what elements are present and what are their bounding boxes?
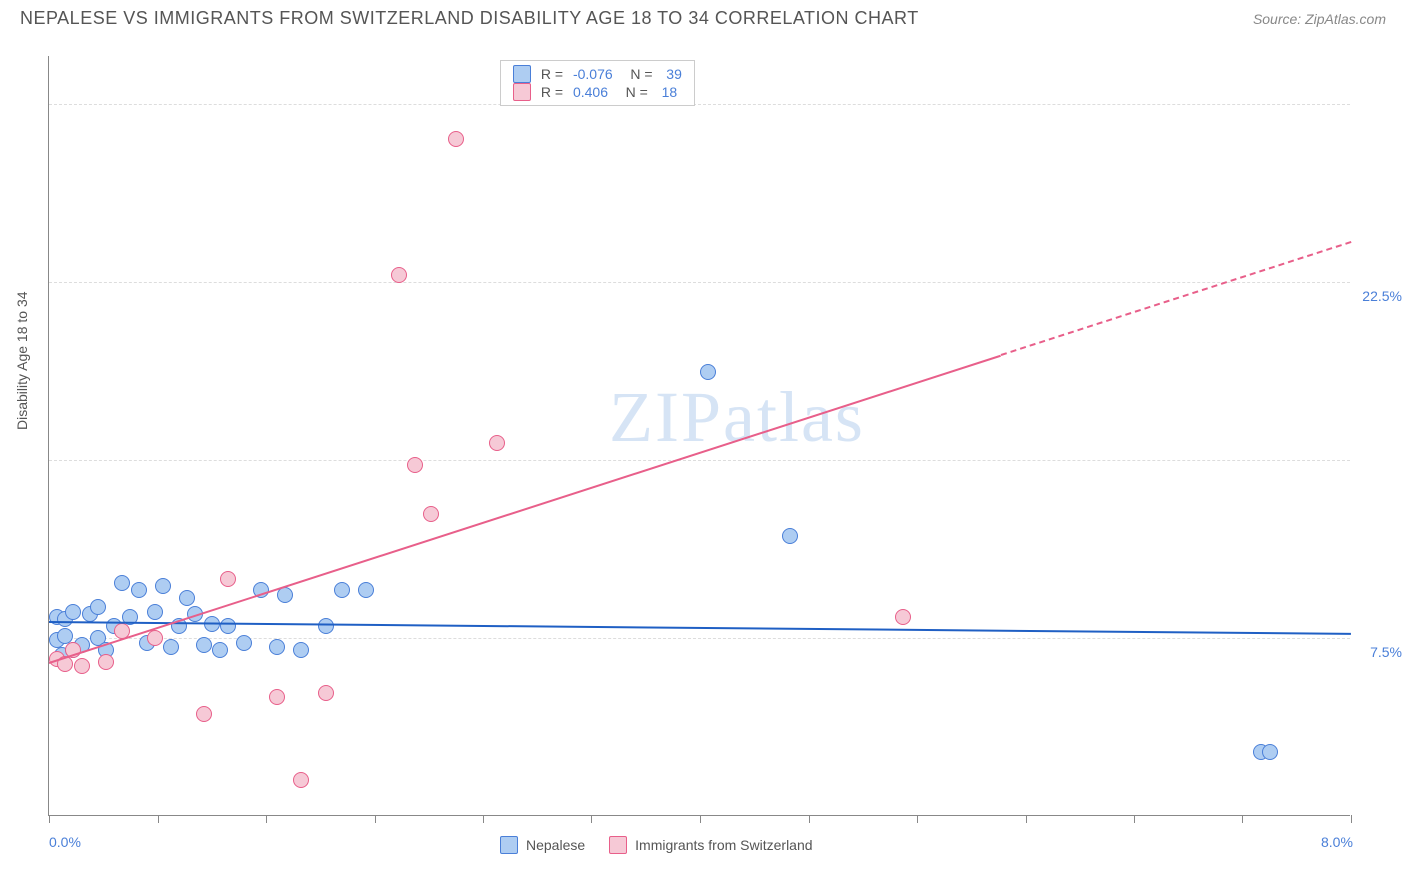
legend-r-label: R = [537,84,567,100]
x-tick [375,815,376,823]
data-point [196,706,212,722]
x-tick [700,815,701,823]
gridline-h [49,460,1350,461]
legend-n-value: 18 [658,84,677,100]
correlation-legend: R = -0.076 N = 39 R = 0.406 N = 18 [500,60,695,106]
gridline-h [49,104,1350,105]
data-point [782,528,798,544]
data-point [147,604,163,620]
data-point [293,642,309,658]
trend-line-dashed [1001,241,1352,356]
data-point [74,658,90,674]
legend-row: R = -0.076 N = 39 [513,65,682,83]
bottom-legend-item: Immigrants from Switzerland [609,836,812,854]
legend-r-value: 0.406 [573,84,608,100]
x-tick [266,815,267,823]
chart-plot-area: ZIPatlas 7.5%22.5%0.0%8.0% [48,56,1350,816]
legend-n-value: 39 [662,66,681,82]
data-point [391,267,407,283]
data-point [700,364,716,380]
x-tick [1351,815,1352,823]
data-point [318,685,334,701]
data-point [90,599,106,615]
data-point [114,575,130,591]
x-tick [1026,815,1027,823]
y-axis-title: Disability Age 18 to 34 [14,291,30,430]
data-point [448,131,464,147]
x-tick [917,815,918,823]
legend-swatch [500,836,518,854]
legend-r-value: -0.076 [573,66,613,82]
legend-n-label: N = [614,84,652,100]
data-point [407,457,423,473]
y-tick-label: 7.5% [1370,644,1402,660]
x-tick [49,815,50,823]
x-tick [1134,815,1135,823]
legend-r-label: R = [537,66,567,82]
data-point [269,639,285,655]
x-tick [591,815,592,823]
data-point [269,689,285,705]
bottom-legend-label: Nepalese [526,837,585,853]
data-point [196,637,212,653]
legend-swatch [609,836,627,854]
data-point [65,604,81,620]
legend-n-label: N = [619,66,657,82]
data-point [220,618,236,634]
data-point [293,772,309,788]
data-point [163,639,179,655]
bottom-legend-item: Nepalese [500,836,585,854]
source-label: Source: ZipAtlas.com [1253,11,1386,27]
x-tick-label: 0.0% [49,834,81,850]
data-point [98,654,114,670]
data-point [1262,744,1278,760]
x-tick-label: 8.0% [1321,834,1353,850]
gridline-h [49,282,1350,283]
x-tick [809,815,810,823]
legend-swatch [513,65,531,83]
x-tick [158,815,159,823]
data-point [220,571,236,587]
watermark: ZIPatlas [609,376,865,459]
chart-title: NEPALESE VS IMMIGRANTS FROM SWITZERLAND … [20,8,919,29]
data-point [489,435,505,451]
data-point [895,609,911,625]
data-point [358,582,374,598]
data-point [334,582,350,598]
data-point [179,590,195,606]
trend-line [49,354,1002,663]
bottom-legend-label: Immigrants from Switzerland [635,837,812,853]
trend-line [49,621,1351,635]
data-point [131,582,147,598]
series-legend: Nepalese Immigrants from Switzerland [500,836,813,854]
data-point [318,618,334,634]
data-point [423,506,439,522]
data-point [147,630,163,646]
y-tick-label: 22.5% [1362,288,1402,304]
x-tick [1242,815,1243,823]
legend-row: R = 0.406 N = 18 [513,83,682,101]
legend-swatch [513,83,531,101]
data-point [236,635,252,651]
data-point [212,642,228,658]
x-tick [483,815,484,823]
data-point [155,578,171,594]
